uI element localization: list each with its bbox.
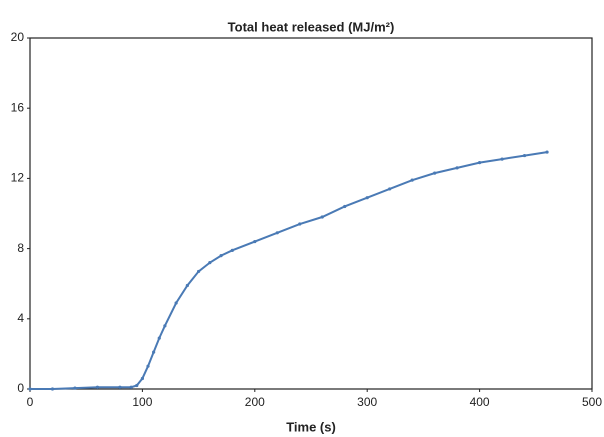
data-point bbox=[197, 269, 201, 274]
data-point bbox=[152, 350, 156, 354]
data-point bbox=[118, 385, 122, 389]
x-tick-label: 400 bbox=[470, 395, 490, 409]
data-point bbox=[253, 239, 257, 244]
data-point bbox=[522, 153, 527, 158]
data-point bbox=[343, 204, 347, 209]
x-tick-label: 500 bbox=[582, 395, 602, 409]
data-point bbox=[298, 222, 302, 226]
data-point bbox=[433, 171, 437, 175]
data-point bbox=[140, 376, 144, 381]
data-point bbox=[129, 385, 133, 389]
y-tick-label: 12 bbox=[11, 171, 25, 185]
data-point bbox=[50, 387, 55, 391]
data-point bbox=[410, 178, 414, 182]
data-point bbox=[157, 336, 161, 340]
x-axis-label: Time (s) bbox=[286, 419, 336, 434]
data-point bbox=[388, 187, 392, 191]
data-point bbox=[185, 283, 189, 288]
x-tick-label: 300 bbox=[357, 395, 377, 409]
data-point bbox=[455, 166, 459, 170]
data-point bbox=[500, 157, 504, 161]
y-tick-label: 4 bbox=[17, 311, 24, 325]
data-point bbox=[230, 248, 234, 252]
data-point bbox=[28, 387, 32, 391]
chart-title: Total heat released (MJ/m²) bbox=[228, 19, 395, 34]
y-tick-label: 8 bbox=[17, 241, 24, 255]
data-line bbox=[30, 151, 548, 390]
x-tick-label: 200 bbox=[245, 395, 265, 409]
data-point bbox=[320, 215, 324, 219]
plot-frame bbox=[29, 37, 593, 390]
x-tick-label: 0 bbox=[27, 395, 34, 409]
y-tick-label: 16 bbox=[11, 100, 25, 114]
data-point bbox=[365, 196, 369, 200]
data-point bbox=[478, 161, 482, 165]
y-tick-label: 0 bbox=[17, 381, 24, 395]
data-point bbox=[275, 231, 279, 235]
data-point bbox=[219, 254, 223, 258]
data-point bbox=[208, 261, 212, 265]
data-point bbox=[174, 301, 178, 305]
data-point bbox=[73, 386, 77, 390]
data-point bbox=[545, 150, 549, 154]
data-point bbox=[95, 385, 100, 389]
data-point bbox=[163, 324, 167, 328]
data-point bbox=[135, 383, 139, 388]
data-point bbox=[146, 364, 150, 368]
y-tick-label: 20 bbox=[11, 30, 25, 44]
x-tick-label: 100 bbox=[132, 395, 152, 409]
